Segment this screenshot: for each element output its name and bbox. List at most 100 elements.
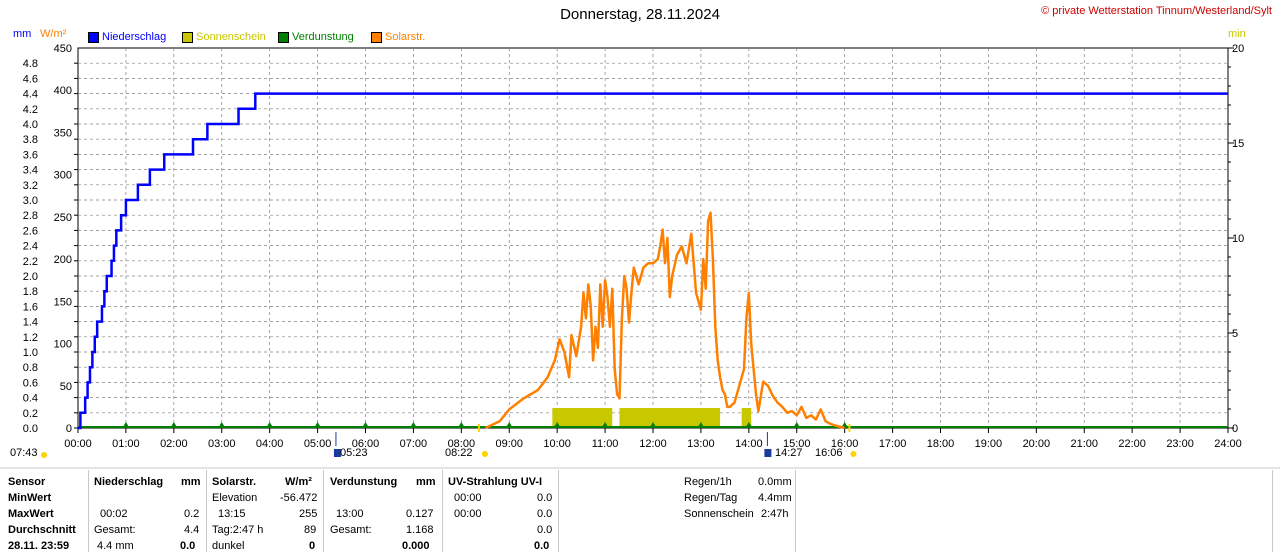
unit-wm2-label: W/m² [40, 28, 67, 40]
x-tick-label: 13:00 [687, 438, 715, 450]
y-tick-wm2: 350 [54, 127, 72, 139]
y-tick-mm: 2.2 [23, 256, 38, 268]
evaporation-marker [170, 422, 177, 427]
y-tick-min: 15 [1232, 138, 1244, 150]
y-tick-wm2: 400 [54, 85, 72, 97]
unit-min-label: min [1228, 28, 1246, 40]
y-tick-mm: 1.0 [23, 347, 38, 359]
x-tick-label: 07:00 [400, 438, 428, 450]
x-tick-label: 09:00 [495, 438, 523, 450]
y-tick-mm: 3.2 [23, 180, 38, 192]
y-tick-wm2: 300 [54, 170, 72, 182]
legend-label: Sonnenschein [196, 31, 266, 43]
solar-cur-label: dunkel [212, 540, 245, 552]
sunshine-bar [741, 408, 752, 428]
x-tick-label: 21:00 [1070, 438, 1098, 450]
y-tick-mm: 3.4 [23, 165, 38, 177]
evaporation-marker [650, 422, 656, 427]
legend-label: Niederschlag [102, 31, 167, 43]
evap-unit: mm [416, 476, 436, 488]
y-tick-mm: 4.4 [23, 89, 38, 101]
legend-niederschlag: Niederschlag [88, 31, 166, 43]
uv-max-val: 0.0 [537, 508, 553, 520]
rain-cur-val: 0.0 [180, 540, 196, 552]
x-tick-label: 06:00 [352, 438, 380, 450]
x-tick-label: 20:00 [1023, 438, 1051, 450]
y-tick-mm: 2.8 [23, 210, 38, 222]
y-tick-mm: 0.2 [23, 408, 38, 420]
evap-avg-label: Gesamt: [330, 524, 372, 536]
sunshine-bar [552, 408, 613, 428]
x-tick-label: 05:00 [304, 438, 332, 450]
solar-avg-val: 89 [304, 524, 317, 536]
y-tick-min: 10 [1232, 233, 1244, 245]
summary-value: 0.0mm [758, 476, 792, 488]
y-tick-mm: 1.2 [23, 332, 38, 344]
legend-verdunstung: Verdunstung [278, 31, 354, 43]
y-tick-min: 5 [1232, 328, 1238, 340]
y-tick-mm: 0.4 [23, 393, 38, 405]
evaporation-marker [506, 422, 513, 427]
sunshine-bar [619, 408, 721, 428]
y-tick-wm2: 0 [66, 423, 72, 435]
solar-cur-val: 0 [309, 540, 316, 552]
x-tick-label: 04:00 [256, 438, 284, 450]
summary-label: Regen/1h [684, 476, 732, 488]
x-tick-label: 12:00 [639, 438, 667, 450]
solar-line [484, 211, 846, 430]
y-tick-mm: 0.8 [23, 362, 38, 374]
evaporation-marker [218, 422, 225, 427]
legend-label: Solarstr. [385, 31, 426, 43]
summary-value: 2:47h [761, 508, 789, 520]
x-tick-label: 18:00 [927, 438, 955, 450]
y-tick-mm: 3.6 [23, 149, 38, 161]
chart-title: Donnerstag, 28.11.2024 [560, 6, 720, 23]
evaporation-marker [793, 422, 800, 427]
y-tick-wm2: 450 [54, 43, 72, 55]
evaporation-marker [602, 422, 609, 427]
x-tick-label: 08:00 [448, 438, 476, 450]
moonrise-icon [333, 449, 341, 457]
y-tick-wm2: 200 [54, 254, 72, 266]
evaporation-marker [697, 422, 704, 427]
rain-avg-val: 4.4 [184, 524, 200, 536]
x-tick-label: 15:00 [783, 438, 811, 450]
stats-avg-header: Durchschnitt [8, 524, 76, 536]
legend-label: Verdunstung [292, 31, 354, 43]
y-tick-mm: 0.0 [23, 423, 38, 435]
summary-label: Regen/Tag [684, 492, 738, 504]
summary-value: 4.4mm [758, 492, 792, 504]
x-tick-label: 22:00 [1118, 438, 1146, 450]
y-tick-mm: 0.6 [23, 377, 38, 389]
y-tick-mm: 3.8 [23, 134, 38, 146]
rain-max-time: 00:02 [100, 508, 128, 520]
evaporation-marker [314, 422, 321, 427]
evaporation-marker [458, 422, 465, 427]
y-tick-mm: 1.8 [23, 286, 38, 298]
evap-title: Verdunstung [330, 476, 398, 488]
y-tick-wm2: 50 [60, 381, 72, 393]
uv-max-time: 00:00 [454, 508, 482, 520]
uv-avg-val: 0.0 [537, 524, 553, 536]
rain-unit: mm [181, 476, 201, 488]
evap-max-time: 13:00 [336, 508, 364, 520]
x-tick-label: 01:00 [112, 438, 140, 450]
x-tick-label: 17:00 [879, 438, 907, 450]
sunrise-icon [481, 451, 488, 457]
evaporation-marker [410, 422, 417, 427]
y-tick-mm: 4.6 [23, 73, 38, 85]
plot-area [77, 47, 1229, 429]
legend-swatch [278, 31, 289, 43]
solar-max-time: 13:15 [218, 508, 246, 520]
y-tick-mm: 2.0 [23, 271, 38, 283]
legend-swatch [371, 31, 382, 43]
x-tick-label: 24:00 [1214, 438, 1242, 450]
solar-max-val: 255 [299, 508, 318, 520]
evap-avg-val: 1.168 [406, 524, 434, 536]
legend-swatch [88, 31, 99, 43]
uv-min-val: 0.0 [537, 492, 553, 504]
solar-avg-label: Tag:2:47 h [212, 524, 264, 536]
y-tick-wm2: 150 [54, 296, 72, 308]
stats-min-header: MinWert [8, 492, 52, 504]
x-tick-label: 03:00 [208, 438, 236, 450]
